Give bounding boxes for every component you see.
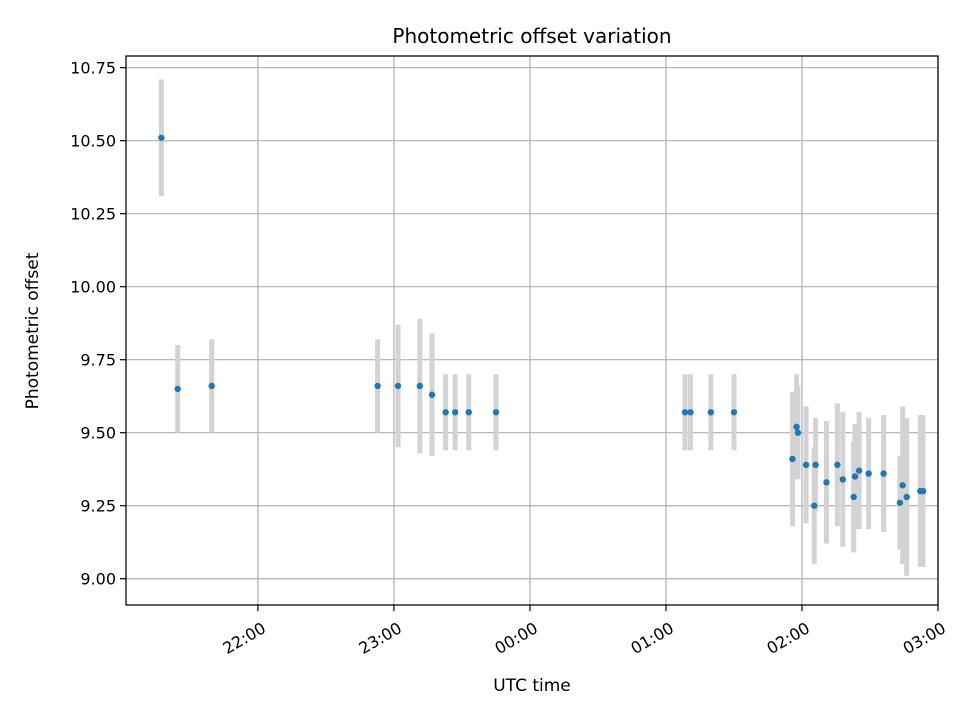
x-axis-ticks: 22:00 23:00 00:00 01:00 02:00 03:00 — [220, 605, 949, 658]
data-point — [850, 493, 857, 501]
y-axis-label: Photometric offset — [23, 252, 43, 409]
data-points — [158, 134, 927, 509]
y-tick-label: 9.75 — [80, 351, 116, 370]
y-tick-label: 9.50 — [80, 424, 116, 443]
data-point — [899, 482, 906, 489]
y-tick-label: 10.00 — [70, 278, 116, 297]
data-point — [834, 461, 841, 469]
x-tick-label: 00:00 — [492, 618, 541, 658]
x-tick-label: 03:00 — [900, 618, 949, 658]
data-point — [794, 429, 802, 436]
y-tick-label: 9.00 — [80, 570, 116, 589]
data-point — [839, 476, 846, 483]
y-tick-label: 9.25 — [80, 497, 116, 516]
x-axis-label: UTC time — [493, 676, 571, 696]
data-point — [789, 455, 796, 463]
data-point — [919, 487, 927, 495]
data-point — [896, 499, 904, 506]
data-point — [465, 409, 472, 416]
data-point — [687, 409, 694, 416]
x-tick-label: 22:00 — [220, 618, 269, 658]
data-point — [855, 467, 863, 474]
data-point — [158, 134, 165, 141]
data-point — [802, 461, 810, 469]
data-point — [851, 473, 859, 480]
data-point — [442, 409, 449, 416]
data-point — [811, 502, 818, 509]
data-point — [374, 382, 381, 390]
y-tick-label: 10.50 — [70, 132, 116, 151]
y-tick-label: 10.75 — [70, 59, 116, 78]
data-point — [865, 470, 872, 477]
data-point — [394, 382, 402, 390]
data-point — [730, 409, 738, 416]
x-tick-label: 02:00 — [764, 618, 813, 658]
data-point — [681, 409, 689, 416]
y-axis-ticks: 9.00 9.25 9.50 9.75 10.00 10.25 10.50 10.75 — [70, 59, 126, 589]
data-point — [793, 423, 800, 431]
data-point — [174, 385, 181, 393]
data-point — [416, 382, 423, 390]
data-point — [823, 479, 830, 486]
x-tick-label: 23:00 — [356, 618, 405, 658]
data-point — [880, 470, 887, 477]
plot-frame — [125, 55, 939, 606]
data-point — [812, 461, 819, 469]
data-point — [428, 391, 436, 398]
data-point — [903, 493, 910, 501]
data-point — [451, 409, 459, 416]
data-point — [707, 409, 715, 416]
error-bars — [158, 79, 926, 576]
data-point — [208, 382, 215, 390]
x-tick-label: 01:00 — [628, 618, 677, 658]
chart-title: Photometric offset variation — [392, 24, 671, 48]
data-point — [492, 409, 500, 416]
y-tick-label: 10.25 — [70, 205, 116, 224]
